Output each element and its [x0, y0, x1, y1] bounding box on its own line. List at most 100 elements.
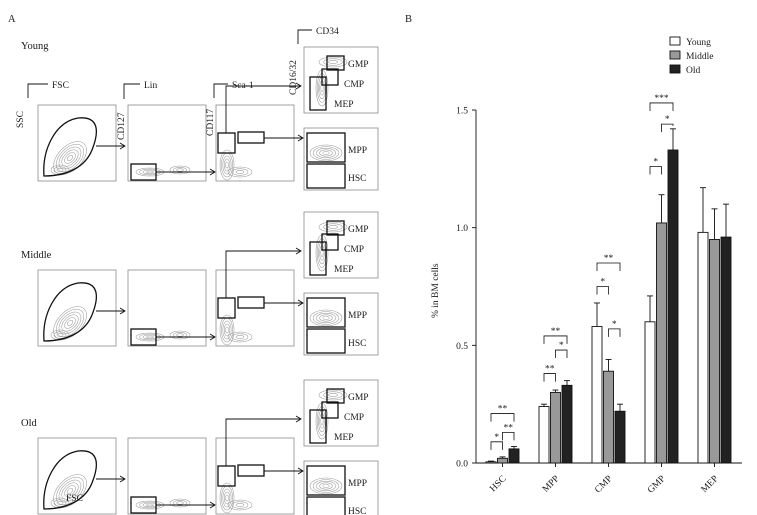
significance-label: *: [494, 433, 499, 443]
arrow-head: [295, 82, 302, 90]
legend-swatch-middle: [669, 50, 681, 60]
arrow-head: [295, 247, 302, 255]
density-contour: [316, 480, 336, 492]
density-contour: [146, 335, 154, 339]
arrow-head: [297, 299, 304, 307]
y-tick-label: 0.5: [456, 342, 468, 352]
density-contour: [318, 56, 348, 68]
density-contour: [55, 143, 85, 173]
mep-gate: [309, 241, 327, 276]
density-contour: [53, 166, 67, 174]
density-contour: [64, 152, 76, 164]
significance-bracket: [555, 349, 568, 359]
bar-middle-mpp: [550, 391, 561, 464]
bar-middle-hsc: [497, 457, 508, 464]
cmp-label: CMP: [344, 245, 364, 255]
density-contour: [227, 166, 253, 178]
significance-label: ***: [654, 94, 669, 104]
density-contour: [328, 393, 338, 397]
arrow-head: [209, 333, 216, 341]
bar-middle-gmp: [656, 222, 667, 464]
lsk-neg-gate: [217, 465, 236, 487]
density-contour: [222, 155, 232, 175]
density-contour: [58, 479, 82, 503]
axis-fsc-label: FSC: [52, 81, 69, 91]
flow-row-middle: GMP CMP MEP MPP HSC: [37, 211, 379, 356]
mpp-gate: [306, 297, 346, 328]
density-contour: [223, 491, 231, 505]
mpp-label: MPP: [348, 146, 367, 156]
density-contour: [173, 332, 187, 338]
bar-young-cmp: [591, 326, 603, 464]
significance-label: *: [653, 157, 658, 167]
arrow-head: [119, 142, 126, 150]
mep-gate: [309, 76, 327, 111]
density-contour: [319, 149, 333, 157]
density-contour: [66, 319, 74, 327]
legend-label-middle: Middle: [686, 52, 713, 62]
cd127-lin-plot: [127, 269, 207, 347]
cmp-label: CMP: [344, 80, 364, 90]
gmp-label: GMP: [348, 393, 369, 403]
significance-bracket: [596, 262, 621, 271]
significance-bracket: [608, 328, 621, 337]
cell-gate: [43, 282, 98, 342]
density-contour: [328, 225, 338, 229]
bar-old-hsc: [508, 448, 520, 464]
density-contour: [312, 146, 340, 160]
arrow-head: [297, 134, 304, 142]
density-contour: [231, 333, 249, 341]
fsc-gate-label: FSC: [66, 494, 83, 504]
axis-cd117-label: CD117: [206, 109, 216, 136]
density-contour: [64, 317, 76, 329]
hsc-label: HSC: [348, 174, 366, 184]
density-contour: [169, 498, 191, 508]
density-contour: [58, 146, 82, 170]
lsk-neg-gate: [217, 297, 236, 319]
y-tick-label: 1.0: [456, 224, 468, 234]
density-contour: [231, 501, 249, 509]
density-contour: [219, 314, 235, 346]
density-contour: [322, 316, 330, 320]
density-contour: [219, 482, 235, 514]
density-contour: [319, 314, 333, 322]
bar-old-gmp: [667, 149, 679, 464]
density-contour: [235, 503, 245, 507]
mep-label: MEP: [334, 100, 354, 110]
mep-gate: [309, 409, 327, 444]
mpp-hsc-plot: [303, 127, 379, 191]
density-contour: [322, 151, 330, 155]
cd1632-cd34-axis-arrow: [297, 29, 312, 44]
arrow-head: [119, 307, 126, 315]
gate-arrow: [225, 250, 300, 298]
gmp-label: GMP: [348, 225, 369, 235]
mpp-gate: [306, 465, 346, 496]
bar-middle-mep: [709, 238, 720, 464]
density-contour: [318, 389, 348, 401]
hsc-gate: [306, 163, 346, 189]
significance-label: **: [498, 405, 508, 415]
axis-ssc-label: SSC: [16, 111, 26, 128]
significance-bracket: [649, 166, 662, 175]
bar-young-hsc: [485, 461, 497, 464]
density-contour: [66, 487, 74, 495]
density-contour: [225, 161, 229, 169]
lsk-gate: [237, 131, 265, 144]
hsc-label: HSC: [348, 339, 366, 349]
significance-bracket: [661, 123, 674, 133]
density-contour: [58, 311, 82, 335]
hsc-gate: [306, 496, 346, 515]
axis-lin-label: Lin: [144, 81, 157, 91]
mpp-gate: [306, 132, 346, 163]
row-label-middle: Middle: [21, 250, 52, 261]
panel-b-label: B: [405, 14, 412, 25]
ssc-fsc-axis-arrow: [27, 83, 48, 98]
lsk-neg-gate: [217, 132, 236, 154]
axis-cd34-label: CD34: [316, 27, 339, 37]
bar-old-mep: [720, 236, 732, 464]
bar-young-mep: [697, 231, 709, 464]
gmp-label: GMP: [348, 60, 369, 70]
density-contour: [227, 331, 253, 343]
gmp-gate: [326, 220, 345, 236]
significance-bracket: [543, 335, 568, 344]
